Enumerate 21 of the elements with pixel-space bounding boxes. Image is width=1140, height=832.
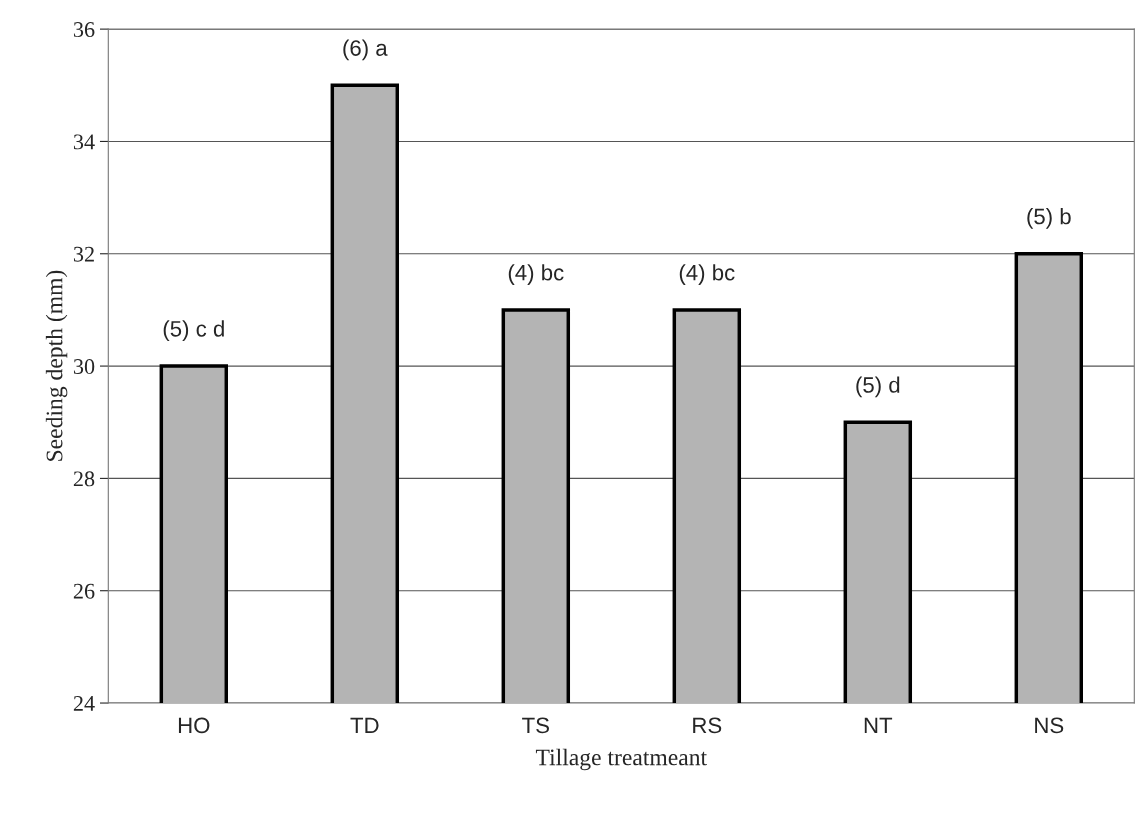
annotation: (6) a	[343, 39, 388, 61]
y-tick-label: 24	[73, 696, 95, 711]
annotation: (4) bc	[679, 264, 735, 285]
y-tick-label: 28	[73, 471, 95, 487]
y-tick-label: 26	[73, 583, 95, 599]
y-tick-label: 36	[73, 22, 95, 38]
y-axis-title: Seeding depth (mm)	[45, 270, 68, 461]
annotation: (4) bc	[508, 264, 564, 285]
annotation: (5) d	[856, 376, 900, 398]
y-tick-label: 32	[73, 246, 94, 262]
x-tick-label: NT	[864, 717, 893, 734]
y-tick-label: 30	[73, 359, 95, 375]
x-tick-label: RS	[693, 717, 722, 734]
annotation: (5) c d	[163, 320, 224, 342]
x-tick-label: NS	[1035, 717, 1064, 734]
x-tick-label: TD	[350, 717, 379, 734]
x-axis-title: Tillage treatmeant	[535, 748, 707, 771]
annotation: (5) b	[1027, 208, 1071, 229]
x-tick-label: HO	[178, 717, 210, 734]
x-tick-label: TS	[522, 717, 549, 734]
y-tick-label: 34	[73, 134, 95, 150]
